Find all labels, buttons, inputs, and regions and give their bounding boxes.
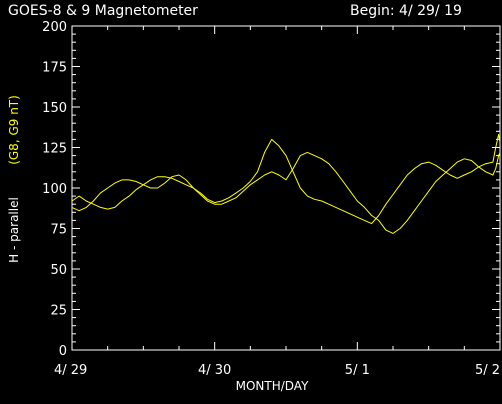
x-axis-label: MONTH/DAY — [236, 379, 309, 393]
axes: 0 25 50 75 100 125 150 175 200 4/ 29 4/ 30 5/ 1 5/ 2 — [42, 20, 501, 378]
y-axis-label: H - parallel — [7, 197, 21, 263]
y-tick-label: 125 — [42, 142, 67, 157]
y-tick-label: 75 — [50, 223, 67, 238]
series-layer — [71, 134, 501, 234]
y-axis-series-label: (G8, G9 nT) — [7, 95, 21, 165]
y-tick-label: 50 — [50, 263, 67, 278]
y-tick-label: 25 — [50, 304, 67, 319]
chart-title: GOES-8 & 9 Magnetometer — [8, 3, 198, 19]
y-tick-label: 200 — [42, 20, 67, 35]
y-tick-label: 0 — [59, 344, 67, 359]
series-line-2 — [71, 151, 501, 234]
series-line-1 — [71, 134, 501, 225]
x-tick-label: 4/ 29 — [54, 363, 87, 378]
x-tick-label: 5/ 1 — [345, 363, 370, 378]
begin-label: Begin: 4/ 29/ 19 — [350, 3, 462, 19]
y-tick-label: 150 — [42, 101, 67, 116]
y-tick-label: 175 — [42, 61, 67, 76]
y-tick-label: 100 — [42, 182, 67, 197]
x-tick-label: 4/ 30 — [198, 363, 231, 378]
x-tick-label: 5/ 2 — [475, 363, 500, 378]
